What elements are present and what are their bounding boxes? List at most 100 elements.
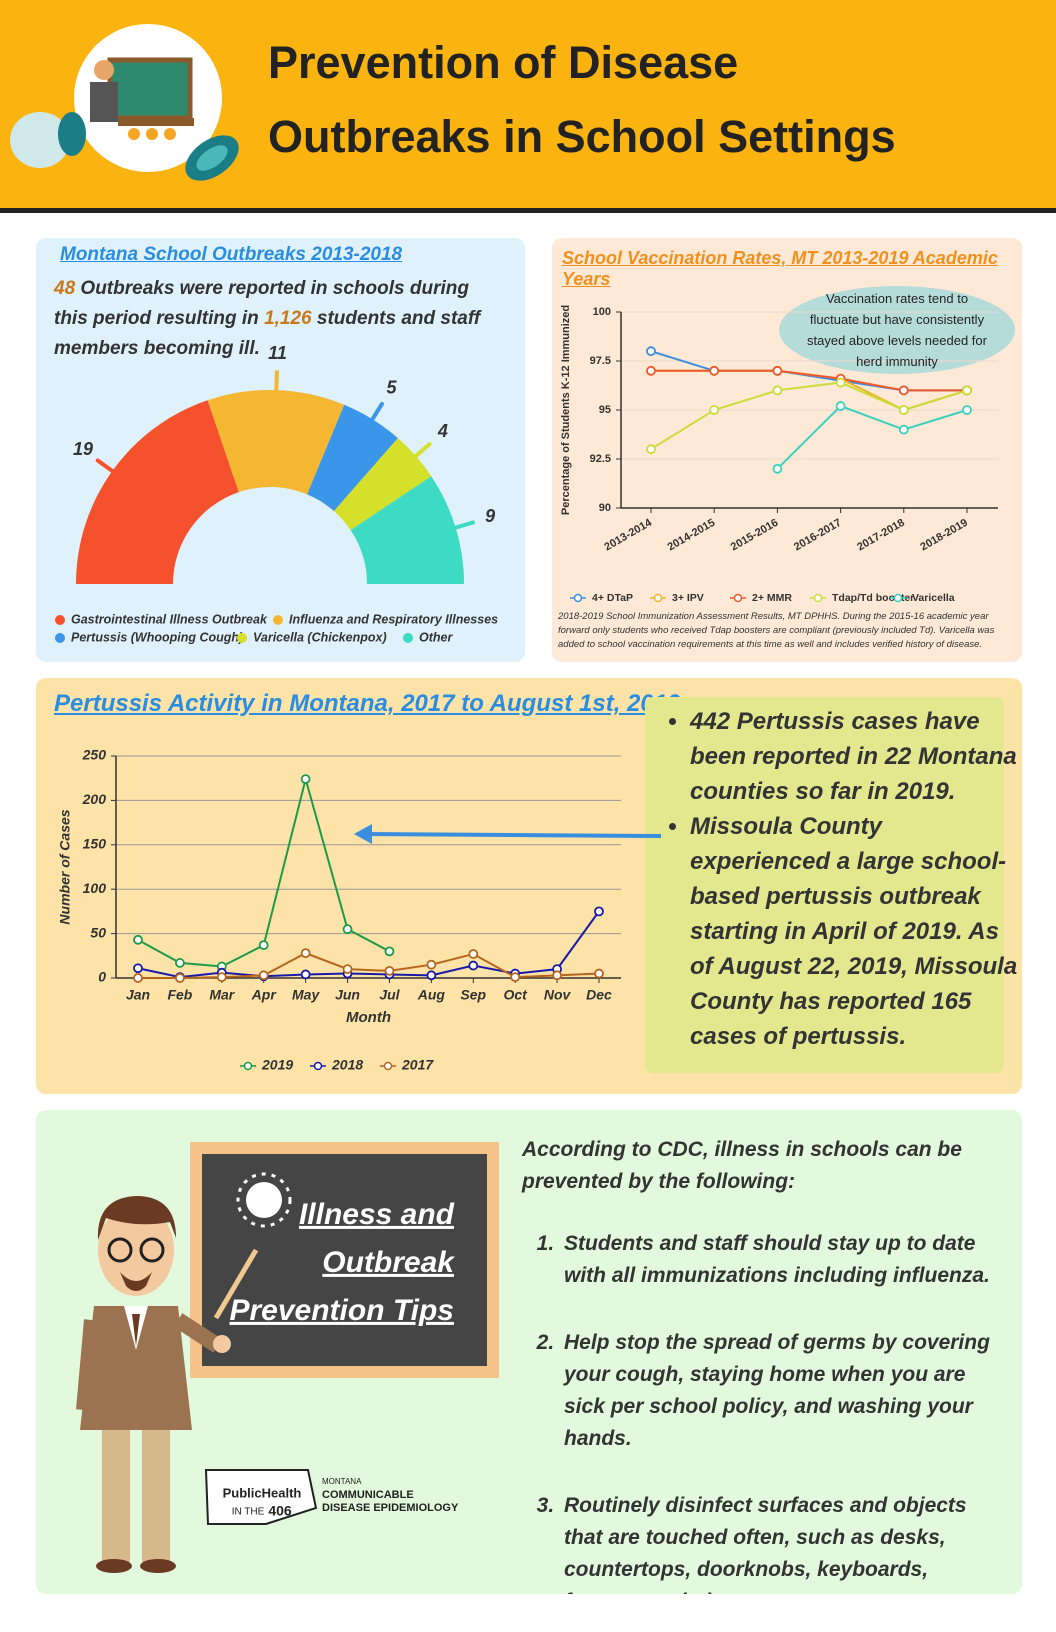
data-point <box>133 934 143 945</box>
x-tick-label: Oct <box>504 987 529 1003</box>
legend-swatch <box>813 593 823 603</box>
series-line <box>651 369 967 392</box>
legend-swatch <box>55 633 65 643</box>
legend-swatch <box>383 1061 393 1071</box>
logo-num: 406 <box>268 1503 292 1519</box>
x-tick-label: 2013-2014 <box>602 516 654 553</box>
data-point <box>646 346 656 357</box>
x-tick-label: 2015-2016 <box>729 517 781 554</box>
icon-student <box>146 128 158 140</box>
data-point <box>342 964 353 975</box>
teacher-glasses <box>107 1237 133 1263</box>
donut-segment <box>333 438 432 531</box>
tip: Help stop the spread of germs by coverin… <box>560 1327 1010 1455</box>
tips-title: Prevention Tips <box>229 1294 454 1327</box>
data-point <box>552 970 562 981</box>
x-tick-label: Jun <box>335 987 360 1003</box>
data-point <box>342 924 353 935</box>
legend-swatch <box>313 1061 323 1071</box>
footnote: 2018-2019 School Immunization Assessment… <box>558 611 995 650</box>
legend-label: Influenza and Respiratory Illnesses <box>289 612 498 626</box>
legend-label: Other <box>419 630 453 644</box>
tip: Students and staff should stay up to dat… <box>560 1228 1010 1292</box>
notes-box <box>645 697 1004 1073</box>
data-point <box>216 972 227 983</box>
header-rule <box>0 208 1056 213</box>
data-point <box>426 970 437 981</box>
note: 442 Pertussis cases have been reported i… <box>690 704 1020 809</box>
icon-student <box>128 128 140 140</box>
data-point <box>898 385 909 396</box>
legend-label: 2017 <box>401 1057 434 1073</box>
data-point <box>772 385 783 396</box>
y-tick-label: 200 <box>82 791 107 807</box>
data-point <box>300 774 311 784</box>
legend-label: Varicella <box>912 592 955 604</box>
data-point <box>898 424 909 435</box>
legend-swatch <box>237 633 247 643</box>
data-label: 9 <box>485 506 495 526</box>
legend-label: 3+ IPV <box>672 592 704 604</box>
legend-swatch <box>893 593 903 603</box>
data-point <box>468 960 479 971</box>
logo-brand: PublicHealth <box>223 1485 302 1500</box>
data-point <box>709 405 720 415</box>
pertussis-chart: 0 50 100 150 200 250 Jan Feb Mar Apr May Jun Jul Aug S… <box>57 697 1004 1073</box>
leader-line <box>95 458 116 475</box>
legend-label: 2018 <box>331 1057 363 1073</box>
logo-org: COMMUNICABLE <box>322 1489 414 1501</box>
data-point <box>835 377 846 388</box>
teacher-arm <box>76 1319 100 1411</box>
data-point <box>258 970 269 981</box>
icon-desk <box>118 118 194 126</box>
icon-teacher <box>94 60 114 80</box>
x-tick-label: Aug <box>417 987 446 1003</box>
x-tick-label: Feb <box>167 987 192 1003</box>
tips-intro: According to CDC, illness in schools can… <box>522 1138 962 1193</box>
vaccination-panel: 90 92.5 95 97.5 100 2013-2014 2014-2015 2015-20… <box>552 238 1022 662</box>
legend-label: 2+ MMR <box>752 592 792 604</box>
x-tick-label: Jan <box>126 987 150 1003</box>
donut-segment <box>76 400 239 584</box>
legend-swatch <box>733 593 743 603</box>
tips-list: Students and staff should stay up to dat… <box>522 1228 1010 1594</box>
data-point <box>962 385 972 396</box>
teacher-coat <box>80 1306 192 1430</box>
data-point <box>835 401 846 411</box>
panel-title: School Vaccination Rates, MT 2013-2019 A… <box>562 248 998 289</box>
tips-title: Outbreak <box>322 1246 455 1279</box>
data-label: 11 <box>268 343 287 363</box>
data-point <box>258 940 269 951</box>
teacher-leg <box>102 1430 130 1562</box>
teacher-arm <box>173 1313 223 1353</box>
data-point <box>300 969 311 980</box>
series-line <box>650 381 968 451</box>
germ <box>196 145 228 171</box>
header-title: Outbreaks in School Settings <box>268 111 896 162</box>
arrow-head <box>354 824 372 844</box>
annotation: Vaccination rates tend to fluctuate but … <box>807 291 987 369</box>
data-point <box>646 444 656 455</box>
legend-label: 2019 <box>261 1057 293 1073</box>
data-point <box>898 405 909 415</box>
teacher-head <box>98 1204 174 1296</box>
teacher-shoe <box>96 1559 132 1573</box>
data-point <box>384 965 395 976</box>
icon-teacher <box>90 82 118 122</box>
tip: Routinely disinfect surfaces and objects… <box>560 1490 1010 1594</box>
data-point <box>133 963 143 974</box>
teacher-glasses <box>139 1237 165 1263</box>
icon-student <box>164 128 176 140</box>
tips-panel: Illness and Outbreak Prevention Tips Pub… <box>36 1110 1022 1594</box>
teacher-shoe <box>140 1559 176 1573</box>
panel-title: Pertussis Activity in Montana, 2017 to A… <box>54 690 681 717</box>
data-point <box>426 959 437 970</box>
legend-swatch <box>573 593 583 603</box>
tips-title: Illness and <box>299 1198 455 1231</box>
icon-board <box>107 57 193 121</box>
data-point <box>384 946 395 957</box>
x-tick-label: 2017-2018 <box>855 517 907 554</box>
x-tick-label: Nov <box>544 987 572 1003</box>
legend-label: 4+ DTaP <box>592 592 633 604</box>
x-tick-label: May <box>292 987 320 1003</box>
